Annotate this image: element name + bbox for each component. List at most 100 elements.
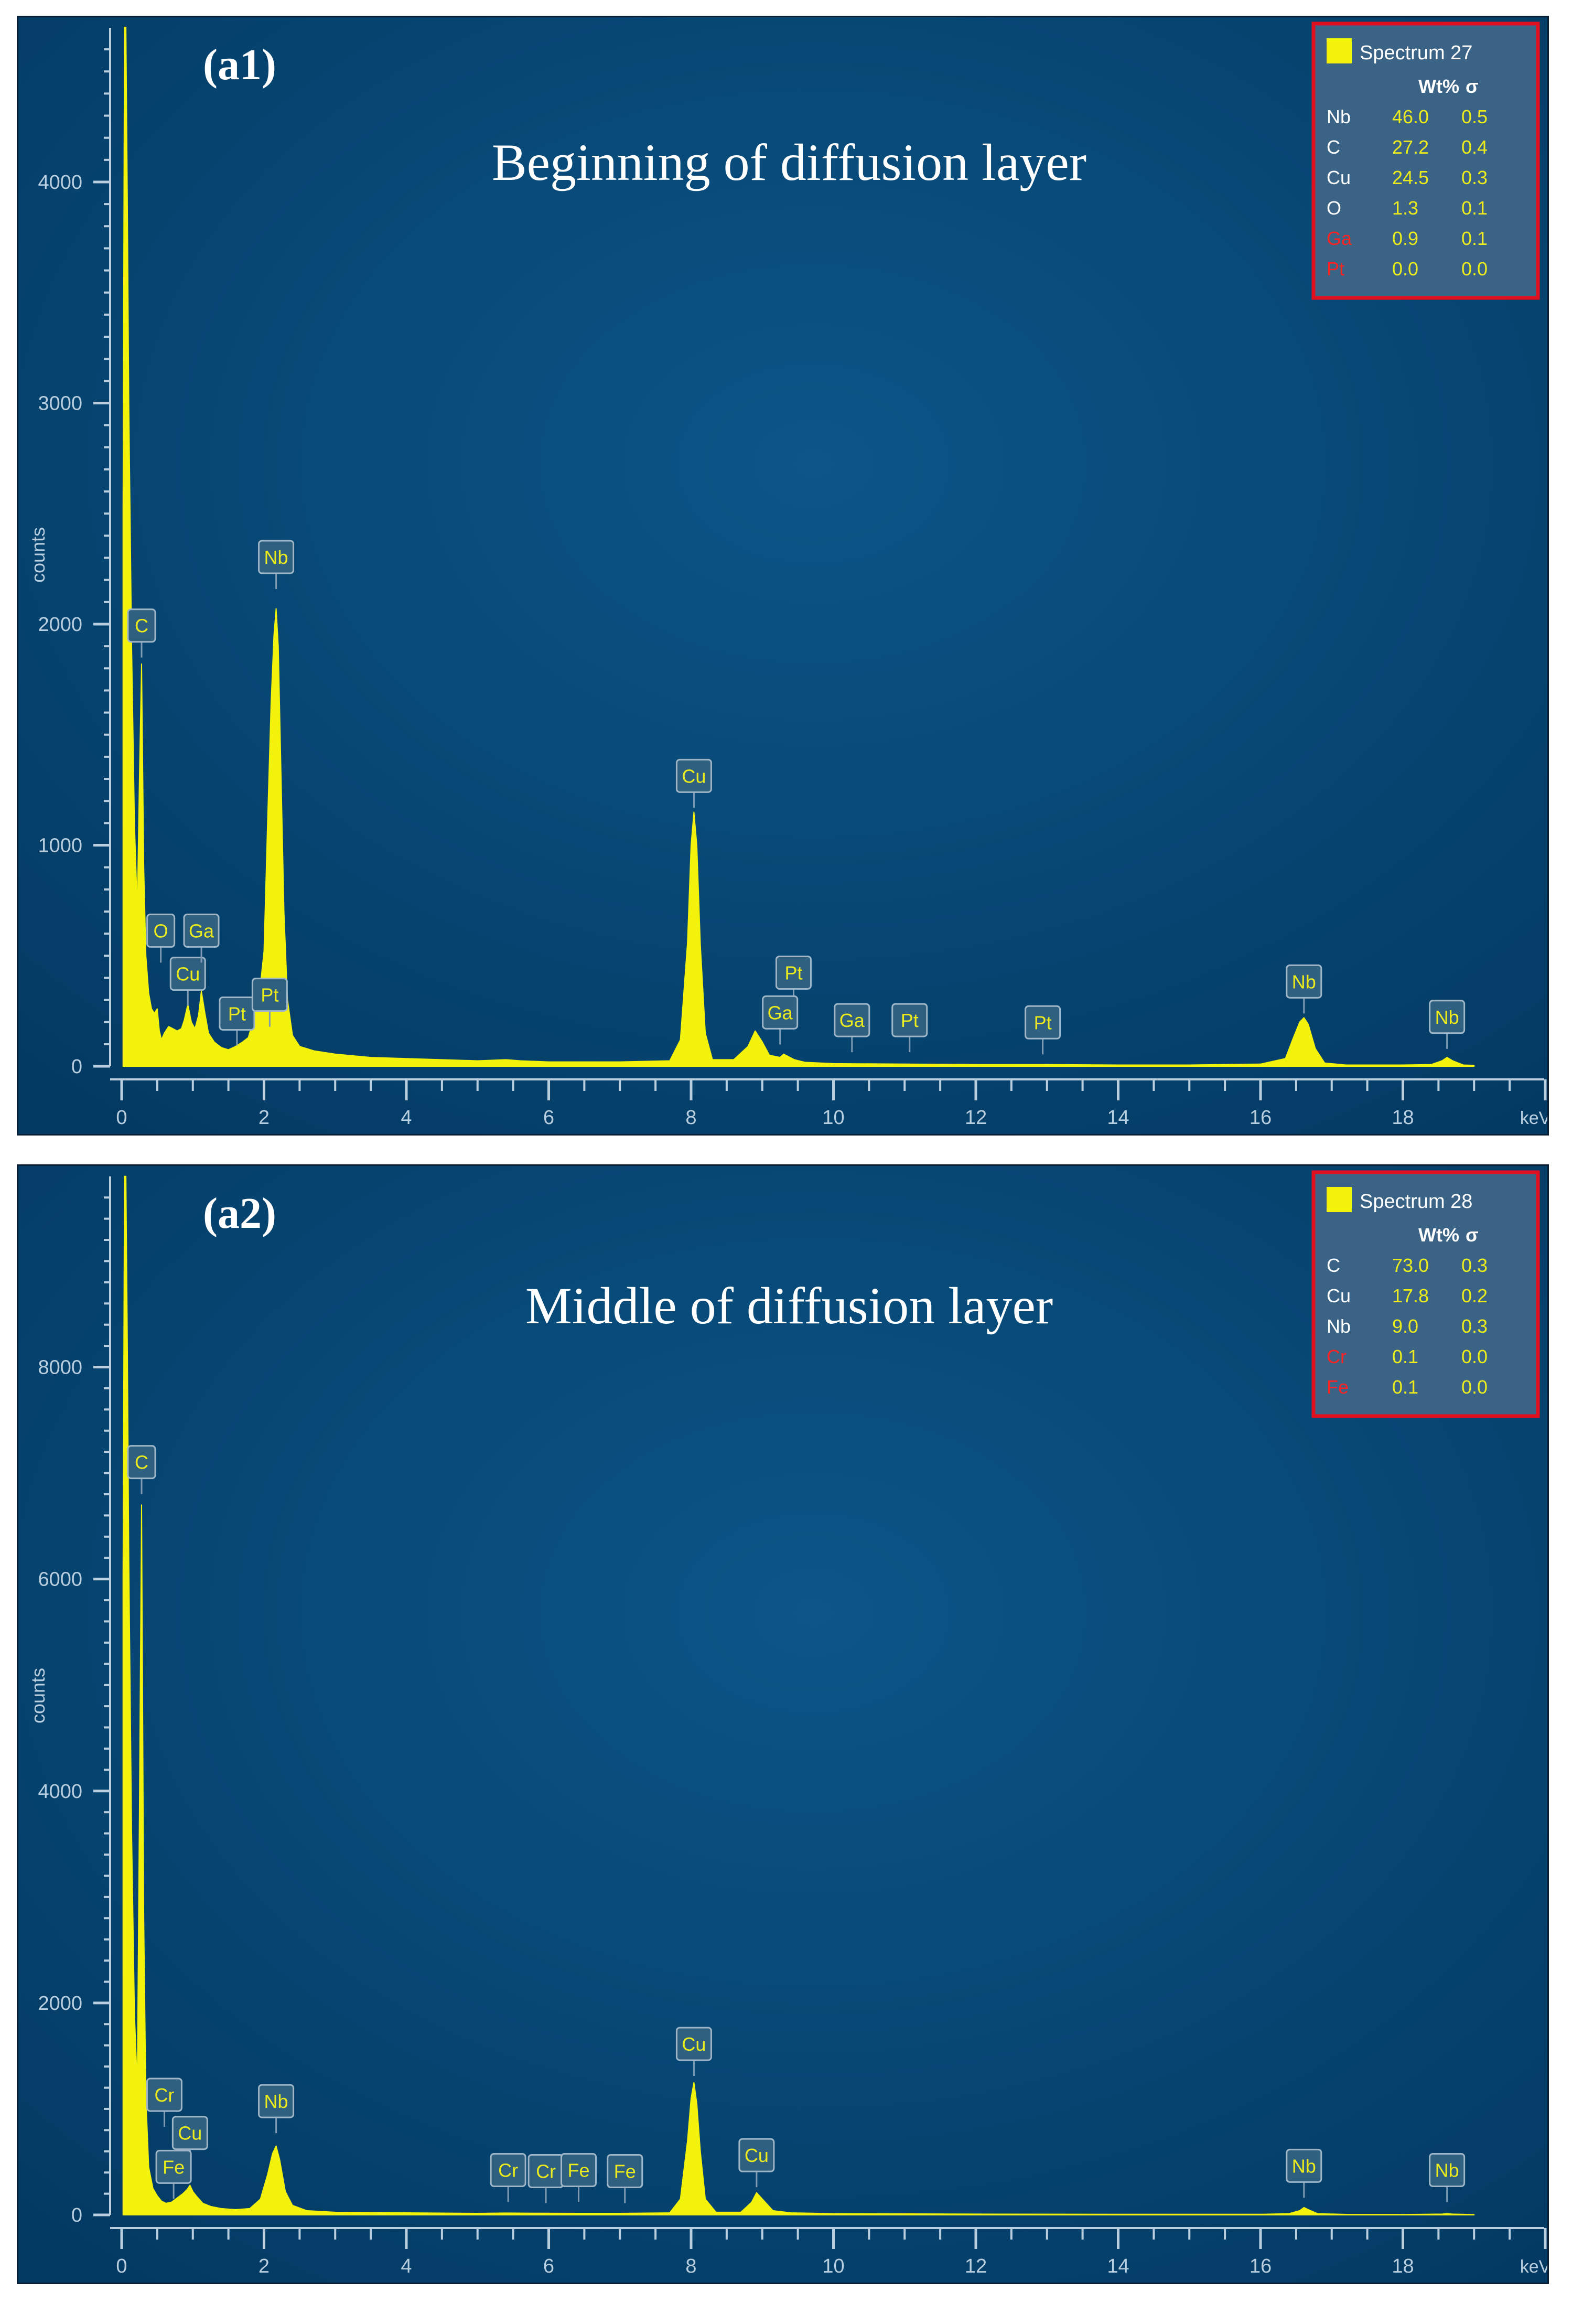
x-tick-label: 10 [822,1107,844,1129]
peak-label-box [891,1003,928,1037]
peak-label-box [775,955,812,990]
peak-label-pt: Pt [261,984,278,1006]
legend-row-sigma: 0.0 [1461,258,1488,280]
peak-label-box [258,2084,295,2118]
peak-label-cr: Cr [536,2160,556,2182]
peak-label-box [1429,2152,1466,2187]
peak-label-nb: Nb [1435,2159,1459,2181]
legend-row-wt: 1.3 [1392,197,1418,219]
x-tick-label: 0 [116,2255,127,2277]
chart-title: Beginning of diffusion layer [492,133,1086,191]
x-tick-label: 8 [685,2255,696,2277]
peak-label-fe: Fe [163,2156,185,2178]
peak-label-box [169,957,206,991]
panel-label: (a1) [203,40,276,89]
peak-label-box [183,913,220,948]
y-tick-label: 2000 [38,1993,82,2015]
peak-label-cu: Cu [745,2145,769,2166]
peak-label-fe: Fe [568,2159,590,2181]
x-tick-label: 12 [965,1107,987,1129]
peak-label-ga: Ga [839,1010,865,1031]
legend-row-element: O [1327,197,1341,219]
peak-label-cu: Cu [178,2123,202,2144]
legend-swatch [1327,38,1352,63]
peak-label-box [1025,1005,1061,1040]
legend-row-element: C [1327,136,1340,158]
peak-label-nb: Nb [264,2091,288,2112]
chart-title: Middle of diffusion layer [525,1277,1053,1335]
legend-row-element: Fe [1327,1376,1349,1398]
legend-row-element: Nb [1327,106,1351,127]
peak-label-o: O [154,920,168,941]
legend-box [1311,22,1540,300]
peak-label-box [675,758,712,793]
peak-label-pt: Pt [901,1010,919,1031]
legend-row-element: C [1327,1255,1340,1276]
peak-label-box [155,2149,192,2184]
legend-spectrum-name: Spectrum 28 [1360,1191,1472,1213]
peak-label-box [738,2138,775,2172]
legend-row-sigma: 0.2 [1461,1285,1488,1306]
legend-col-sigma: σ [1466,1224,1479,1246]
legend-col-wt: Wt% [1418,1224,1459,1246]
peak-label-pt: Pt [784,962,802,983]
legend-row-wt: 0.0 [1392,258,1418,280]
spectrum-chart-a1: 0 1000 2000 3000 4000 counts 0 2 4 6 8 10 12 14 16 18 ke… [18,17,1547,1134]
x-tick-label: 4 [401,2255,412,2277]
legend-row-sigma: 0.3 [1461,1315,1488,1337]
peak-label-c: C [135,615,148,637]
legend-row-wt: 0.9 [1392,228,1418,249]
legend-row-wt: 24.5 [1392,167,1429,188]
x-tick-label: 10 [822,2255,844,2277]
peak-label-box [561,2152,597,2187]
legend-row-sigma: 0.1 [1461,228,1488,249]
spectrum-area [122,1175,1475,2215]
x-tick-label: 12 [965,2255,987,2277]
peak-label-c: C [135,1452,148,1473]
x-axis-unit: keV [1520,2257,1547,2277]
legend-table: Spectrum 28 Wt% σ C 73.0 0.3 Cu 17.8 0.2 Nb 9.0 0.3… [1311,1170,1540,1418]
peak-label-box [219,996,255,1031]
peak-label-box [258,540,295,574]
legend-row-wt: 46.0 [1392,106,1429,127]
y-tick-label: 1000 [38,834,82,856]
peak-label-box [607,2154,643,2188]
y-tick-label: 2000 [38,614,82,636]
legend-col-wt: Wt% [1418,76,1459,97]
legend-row-wt: 0.1 [1392,1376,1418,1398]
peak-label-fe: Fe [614,2160,636,2182]
x-tick-label: 2 [259,1107,270,1129]
legend-row-sigma: 0.5 [1461,106,1488,127]
x-tick-label: 14 [1107,2255,1129,2277]
y-axis-label: counts [27,1668,49,1723]
spectrum-area [122,26,1475,1067]
legend-row-wt: 73.0 [1392,1255,1429,1276]
peak-label-nb: Nb [1292,2155,1316,2177]
legend-row-wt: 9.0 [1392,1315,1418,1337]
y-tick-label: 3000 [38,392,82,414]
peak-label-cr: Cr [154,2084,174,2106]
x-tick-label: 18 [1392,2255,1414,2277]
y-tick-label: 4000 [38,1781,82,1803]
x-tick-label: 0 [116,1107,127,1129]
x-tick-label: 8 [685,1107,696,1129]
x-tick-label: 6 [543,2255,554,2277]
legend-spectrum-name: Spectrum 27 [1360,42,1472,64]
peak-label-cu: Cu [176,963,200,985]
peak-label-box [1429,1000,1466,1034]
x-tick-label: 16 [1250,1107,1272,1129]
legend-row-sigma: 0.0 [1461,1376,1488,1398]
legend-row-wt: 17.8 [1392,1285,1429,1306]
y-tick-label: 8000 [38,1357,82,1379]
chart-panel-a2: 0 2000 4000 6000 8000 counts 0 2 4 6 8 10 12 14 16 18 ke… [17,1164,1549,2284]
peak-label-box [146,913,176,948]
peak-label-ga: Ga [189,920,214,941]
x-axis-unit: keV [1520,1108,1547,1128]
y-tick-label: 6000 [38,1569,82,1591]
spectrum-chart-a2: 0 2000 4000 6000 8000 counts 0 2 4 6 8 10 12 14 16 18 ke… [18,1166,1547,2283]
peak-label-box [675,2027,712,2061]
panel-label: (a2) [203,1189,276,1238]
peak-label-cu: Cu [682,765,706,787]
legend-row-element: Pt [1327,258,1344,280]
y-tick-label: 4000 [38,172,82,194]
